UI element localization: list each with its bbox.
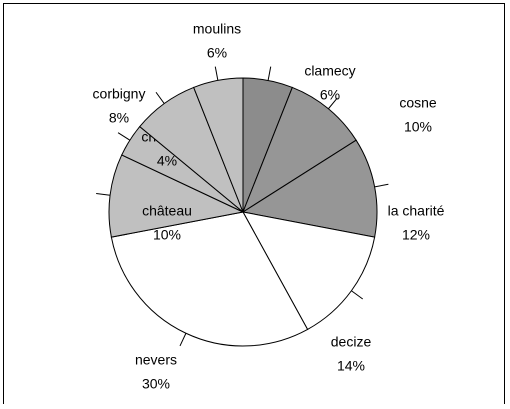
leader-line xyxy=(328,97,338,110)
slice-label: moulins xyxy=(193,21,241,37)
slice-value-label: 12% xyxy=(402,227,430,243)
pie-slice xyxy=(241,86,357,214)
pie-slice xyxy=(241,139,378,238)
leader-line xyxy=(214,66,219,81)
leader-line xyxy=(96,192,111,196)
leader-line xyxy=(374,183,389,188)
slice-value-label: 6% xyxy=(207,45,227,61)
slice-label: corbigny xyxy=(93,86,146,102)
slice-value-label: 8% xyxy=(109,110,129,126)
slice-label: cosne xyxy=(399,95,437,111)
slice-value-label: 10% xyxy=(153,227,181,243)
leader-line xyxy=(267,66,272,81)
slice-value-label: 4% xyxy=(157,153,177,169)
slice-label: nevers xyxy=(135,352,177,368)
slice-label: château xyxy=(142,203,192,219)
leader-line xyxy=(351,290,364,300)
pie-slice xyxy=(242,211,376,331)
pie-slice xyxy=(110,211,309,347)
pie-slice xyxy=(108,154,245,238)
slice-value-label: 10% xyxy=(404,119,432,135)
leader-line xyxy=(155,91,165,104)
slice-label: decize xyxy=(331,334,372,350)
slice-label: clamecy xyxy=(304,63,355,79)
leader-line xyxy=(179,333,187,347)
slice-label: la charité xyxy=(388,203,445,219)
slice-value-label: 30% xyxy=(142,376,170,392)
slice-value-label: 14% xyxy=(337,358,365,374)
leader-line xyxy=(117,132,131,141)
slice-value-label: 6% xyxy=(320,87,340,103)
